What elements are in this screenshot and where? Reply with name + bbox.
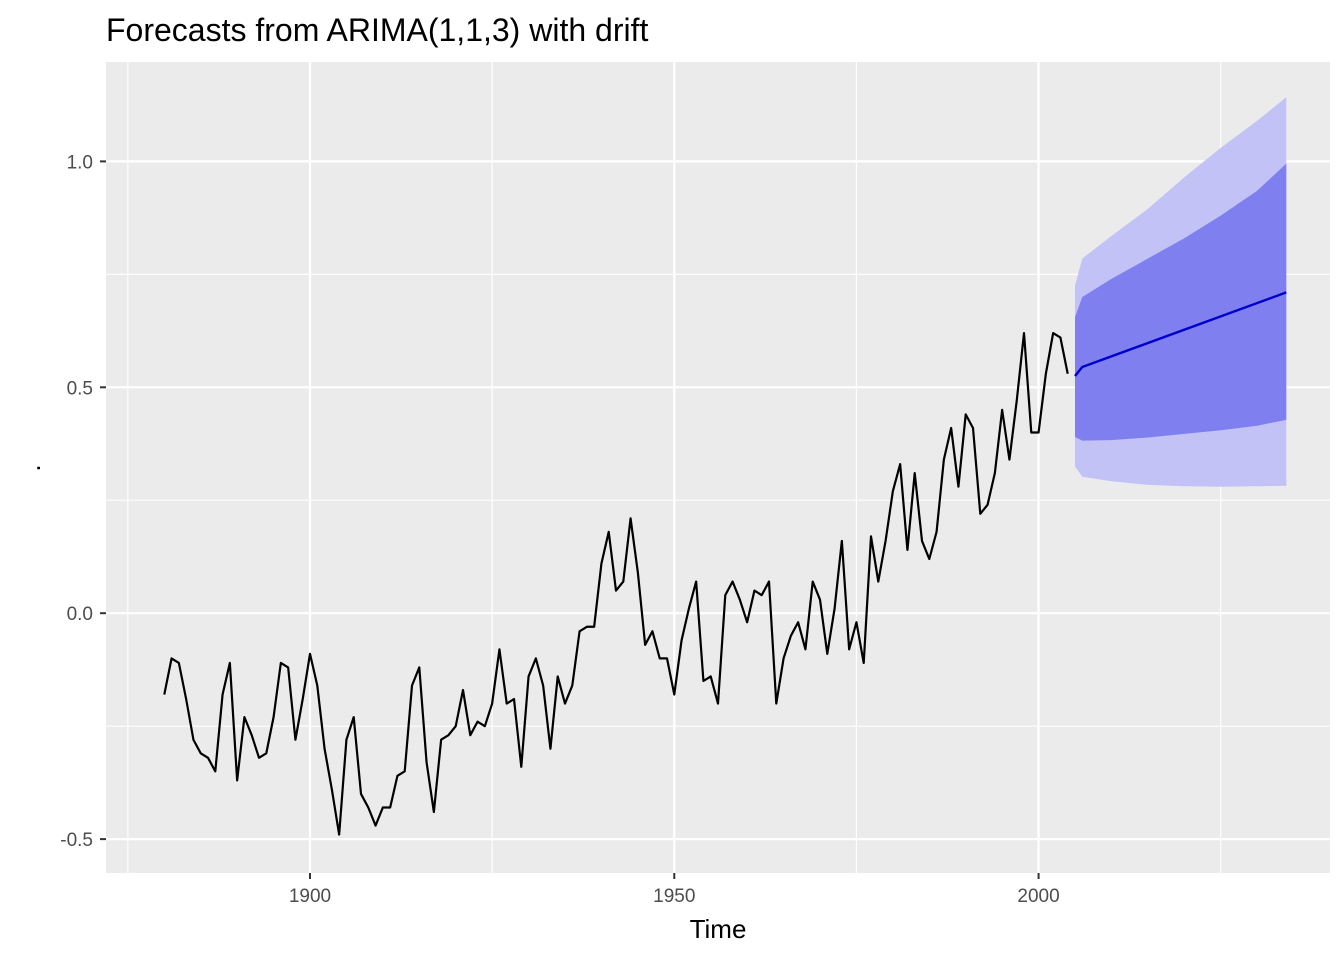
y-axis: -0.5 0.0 0.5 1.0 bbox=[60, 152, 106, 851]
y-tick-label: -0.5 bbox=[60, 830, 93, 851]
x-tick-label: 2000 bbox=[1017, 886, 1059, 907]
forecast-line bbox=[1074, 291, 1287, 377]
forecast-bands bbox=[1075, 97, 1287, 487]
prediction-band-80 bbox=[1075, 163, 1287, 441]
x-axis-title: Time bbox=[690, 914, 747, 944]
y-tick-label: 1.0 bbox=[67, 152, 93, 173]
series-lines bbox=[163, 291, 1287, 836]
x-axis: 1900 1950 2000 bbox=[289, 873, 1060, 907]
chart-title: Forecasts from ARIMA(1,1,3) with drift bbox=[106, 12, 648, 48]
x-tick-label: 1900 bbox=[289, 886, 331, 907]
major-grid bbox=[106, 62, 1330, 873]
x-tick-label: 1950 bbox=[653, 886, 695, 907]
y-tick-label: 0.0 bbox=[67, 604, 93, 625]
y-tick-label: 0.5 bbox=[67, 378, 93, 399]
y-axis-title: . bbox=[16, 464, 46, 471]
history-line bbox=[163, 331, 1069, 836]
